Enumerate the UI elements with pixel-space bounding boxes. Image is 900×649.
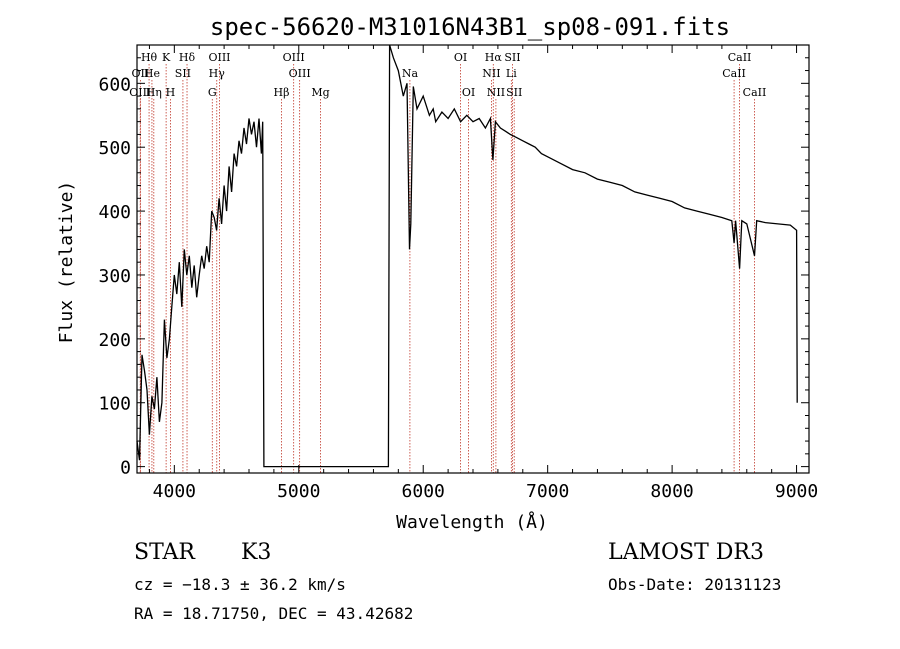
line-label: OIII [283,51,305,64]
y-tick-label: 400 [98,202,131,223]
line-label: SII [504,51,520,64]
line-label: Na [402,67,419,80]
y-tick-label: 600 [98,74,131,95]
line-label: CaII [722,67,746,80]
line-label: Hδ [179,51,196,64]
x-tick-label: 9000 [775,481,818,502]
line-label: Hθ [141,51,158,64]
line-label: CaII [743,86,767,99]
line-label: CaII [728,51,752,64]
line-label: NII [482,67,500,80]
y-tick-label: 0 [120,458,131,479]
chart-title: spec-56620-M31016N43B1_sp08-091.fits [210,13,730,41]
line-label: Hβ [274,86,290,99]
line-label: NII [487,86,505,99]
line-label: Hη [146,86,162,99]
axis-ticks: 4000 5000 6000 7000 8000 9000 0 100 200 300 400 500… [98,45,818,502]
line-label: OIII [129,86,151,99]
y-tick-label: 500 [98,138,131,159]
y-tick-label: 200 [98,330,131,351]
line-label: Li [506,67,517,80]
x-tick-label: 8000 [650,481,693,502]
y-tick-label: 300 [98,266,131,287]
line-label: OIII [208,51,230,64]
cz-value: cz = −18.3 ± 36.2 km/s [134,575,346,594]
y-axis-label: Flux (relative) [56,181,77,344]
line-label: SII [506,86,522,99]
line-label: K [162,51,171,64]
ra-dec: RA = 18.71750, DEC = 43.42682 [134,604,414,623]
line-label: OI [454,51,467,64]
spectrum-line [136,44,798,468]
star-subclass: K3 [241,540,272,565]
line-label: OIII [289,67,311,80]
line-label: G [208,86,217,99]
line-label: OI [462,86,475,99]
survey-name: LAMOST DR3 [608,540,764,565]
line-label: OII [132,67,150,80]
y-tick-label: 100 [98,394,131,415]
x-tick-label: 7000 [526,481,569,502]
obs-date: Obs-Date: 20131123 [608,575,782,594]
line-label: Mg [311,86,329,99]
plot-frame [136,44,810,474]
line-label: Hα [485,51,503,64]
x-tick-label: 4000 [153,481,196,502]
x-tick-label: 6000 [402,481,445,502]
line-label: He [144,67,160,80]
x-axis-label: Wavelength (Å) [396,511,548,533]
star-class: STAR [134,540,195,565]
line-label: Hγ [209,67,226,80]
line-label: H [166,86,176,99]
x-tick-label: 5000 [277,481,320,502]
line-label: SII [175,67,191,80]
